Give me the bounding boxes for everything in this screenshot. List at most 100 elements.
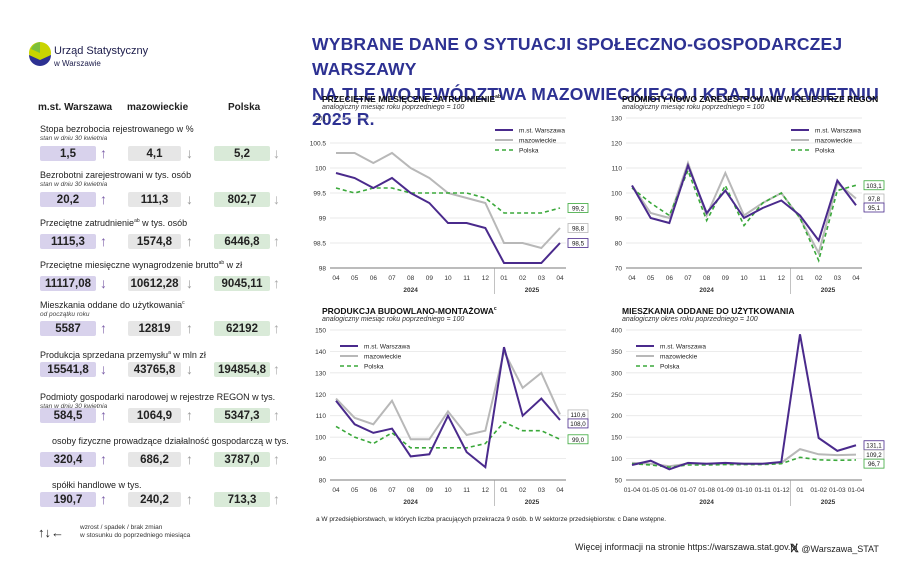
value-cell-polska: 194854,8 bbox=[214, 362, 270, 377]
y-tick-label: 100 bbox=[315, 166, 326, 173]
value-cell-polska: 62192 bbox=[214, 321, 270, 336]
row-label: Stopa bezrobocia rejestrowanego w % stan … bbox=[40, 124, 194, 142]
x-tick-label: 01 bbox=[796, 275, 804, 282]
year-label: 2024 bbox=[699, 287, 714, 294]
legend-label: Polska bbox=[364, 364, 384, 371]
trend-up-icon: ↑ bbox=[100, 320, 107, 336]
trend-up-icon: ↑ bbox=[100, 407, 107, 423]
end-value-box bbox=[863, 180, 885, 191]
x-tick-label: 11 bbox=[463, 275, 470, 282]
y-tick-label: 350 bbox=[611, 349, 622, 356]
x-tick-label: 01 bbox=[500, 275, 508, 282]
x-tick-label: 03 bbox=[538, 275, 546, 282]
trend-up-icon: ↑ bbox=[186, 407, 193, 423]
end-value-box bbox=[567, 203, 589, 213]
row-label: Bezrobotni zarejestrowani w tys. osób sta… bbox=[40, 170, 191, 188]
trend-up-icon: ↑ bbox=[100, 191, 107, 207]
value-cell-mazowieckie: 111,3 bbox=[128, 192, 181, 207]
trend-down-icon: ↓ bbox=[186, 191, 193, 207]
legend-label: Polska bbox=[519, 148, 539, 155]
end-value-label: 98,5 bbox=[572, 241, 585, 248]
value-cell-warszawa: 1115,3 bbox=[40, 234, 96, 249]
chart-2-title: PODMIOTY NOWO ZAREJESTROWANE W REJESTRZE… bbox=[622, 94, 879, 104]
value-cell-mazowieckie: 240,2 bbox=[128, 492, 181, 507]
chart-construction: 80 90 100 110 120 130 140 150 04 05 06 07 08 09 10 11 12… bbox=[315, 328, 589, 506]
x-tick-label: 08 bbox=[407, 487, 415, 494]
x-icon: 𝕏 bbox=[790, 543, 799, 555]
footer-info-link[interactable]: Więcej informacji na stronie https://war… bbox=[575, 542, 798, 552]
row-label-sup: c bbox=[182, 300, 185, 306]
chart-2-header: PODMIOTY NOWO ZAREJESTROWANE W REJESTRZE… bbox=[622, 94, 878, 111]
chart-1-header: PRZECIĘTNE MIESIĘCZNE ZATRUDNIENIEab ana… bbox=[322, 94, 501, 111]
y-tick-label: 120 bbox=[315, 392, 326, 399]
y-tick-label: 110 bbox=[316, 413, 327, 420]
value-cell-polska: 6446,8 bbox=[214, 234, 270, 249]
x-tick-label: 07 bbox=[388, 275, 396, 282]
x-tick-label: 10 bbox=[444, 275, 452, 282]
y-tick-label: 150 bbox=[611, 435, 622, 442]
series-line-warszawa bbox=[335, 346, 561, 470]
x-tick-label: 01 bbox=[796, 487, 804, 494]
row-label: Mieszkania oddane do użytkowaniac od pocz… bbox=[40, 300, 185, 318]
col-header-warszawa: m.st. Warszawa bbox=[38, 102, 113, 113]
x-tick-label: 11 bbox=[463, 487, 470, 494]
end-value-label: 96,7 bbox=[868, 461, 881, 468]
end-value-label: 103,1 bbox=[866, 183, 882, 190]
col-header-mazowieckie: mazowieckie bbox=[127, 102, 189, 113]
row-label: spółki handlowe w tys. bbox=[52, 480, 142, 490]
trend-down-icon: ↓ bbox=[273, 145, 280, 161]
row-label-sup: ab bbox=[134, 218, 140, 224]
y-tick-label: 70 bbox=[615, 266, 623, 273]
x-tick-label: 10 bbox=[444, 487, 452, 494]
trend-down-icon: ↓ bbox=[100, 361, 107, 377]
row-label-text: spółki handlowe w tys. bbox=[52, 480, 142, 490]
value-cell-warszawa: 11117,08 bbox=[40, 276, 96, 291]
end-value-box bbox=[567, 238, 589, 248]
row-label-note: od początku roku bbox=[40, 311, 90, 318]
y-tick-label: 90 bbox=[615, 216, 623, 223]
end-value-label: 98,8 bbox=[572, 226, 585, 233]
year-label: 2025 bbox=[821, 499, 836, 506]
series-line-warszawa bbox=[631, 334, 857, 471]
chart-regon: 70 80 90 100 110 120 130 04 05 06 07 08 09 10 11 12 01 02… bbox=[611, 116, 885, 294]
year-label: 2025 bbox=[821, 287, 836, 294]
y-tick-label: 300 bbox=[611, 370, 622, 377]
y-tick-label: 250 bbox=[611, 392, 622, 399]
footer-social[interactable]: 𝕏 @Warszawa_STAT bbox=[790, 542, 879, 555]
legend-label: mazowieckie bbox=[815, 138, 853, 145]
row-label-text: Przeciętne miesięczne wynagrodzenie brut… bbox=[40, 260, 219, 270]
x-tick-label: 08 bbox=[407, 275, 415, 282]
x-tick-label: 12 bbox=[778, 275, 786, 282]
row-label-tail: w zł bbox=[224, 260, 243, 270]
legend-label: m.st. Warszawa bbox=[519, 128, 565, 135]
row-label: osoby fizyczne prowadzące działalność go… bbox=[52, 436, 289, 446]
y-tick-label: 150 bbox=[315, 328, 326, 335]
legend-label: Polska bbox=[660, 364, 680, 371]
chart-3-header: PRODUKCJA BUDOWLANO-MONTAŻOWAc analogicz… bbox=[322, 306, 497, 323]
legend-label: m.st. Warszawa bbox=[660, 344, 706, 351]
trend-down-icon: ↓ bbox=[186, 361, 193, 377]
x-tick-label: 12 bbox=[482, 487, 490, 494]
value-cell-polska: 5,2 bbox=[214, 146, 270, 161]
row-label-sup: a bbox=[168, 350, 171, 356]
x-tick-label: 01 bbox=[500, 487, 508, 494]
end-value-label: 99,0 bbox=[572, 437, 585, 444]
legend-line-2: w stosunku do poprzedniego miesiąca bbox=[80, 532, 191, 539]
series-line-polska bbox=[631, 168, 857, 263]
y-tick-label: 120 bbox=[611, 141, 622, 148]
value-cell-warszawa: 190,7 bbox=[40, 492, 96, 507]
y-tick-label: 110 bbox=[612, 166, 623, 173]
value-cell-mazowieckie: 1574,8 bbox=[128, 234, 181, 249]
x-tick-label: 06 bbox=[370, 275, 378, 282]
row-label-note: stan w dniu 30 kwietnia bbox=[40, 181, 108, 188]
end-value-box bbox=[863, 458, 885, 469]
trend-up-icon: ↑ bbox=[186, 320, 193, 336]
x-tick-label: 05 bbox=[351, 487, 359, 494]
y-tick-label: 90 bbox=[319, 456, 327, 463]
row-label-tail: w tys. osób bbox=[139, 218, 188, 228]
x-tick-label: 03 bbox=[834, 275, 842, 282]
end-value-label: 131,1 bbox=[866, 443, 882, 450]
y-tick-label: 140 bbox=[315, 349, 326, 356]
row-label: Podmioty gospodarki narodowej w rejestrz… bbox=[40, 392, 275, 410]
value-cell-mazowieckie: 10612,28 bbox=[128, 276, 181, 291]
